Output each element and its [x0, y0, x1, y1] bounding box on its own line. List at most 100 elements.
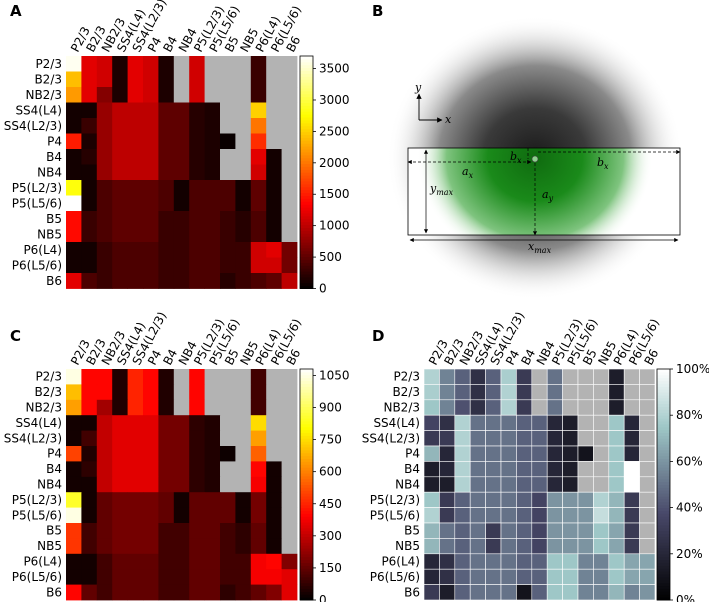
- heatmap-c-colorbar-segment: [300, 562, 313, 566]
- heatmap-c-cell: [204, 523, 221, 539]
- heatmap-c-cell: [204, 446, 221, 462]
- heatmap-c-cell: [158, 384, 175, 401]
- heatmap-c-cell: [158, 538, 175, 555]
- heatmap-a-cell: [281, 226, 298, 243]
- heatmap-a-colorbar-segment: [300, 276, 313, 281]
- heatmap-d-cell: [423, 584, 440, 601]
- heatmap-a-cell: [189, 102, 205, 119]
- heatmap-a-cell: [173, 211, 190, 227]
- heatmap-c-cell: [143, 538, 159, 555]
- heatmap-a-cell: [266, 273, 282, 289]
- heatmap-a-row-label: B2/3: [34, 72, 62, 86]
- heatmap-d-col-label: P4: [503, 348, 522, 368]
- heatmap-c-colorbar-segment: [300, 490, 313, 494]
- heatmap-c-cell: [173, 538, 190, 555]
- heatmap-a-cell: [281, 211, 298, 227]
- heatmap-d-colorbar-segment: [657, 565, 670, 569]
- heatmap-c-cell: [96, 507, 113, 524]
- heatmap-d-cell: [623, 445, 640, 462]
- heatmap-d-cell: [623, 461, 640, 478]
- heatmap-c-row-label: SS4(L2/3): [4, 431, 62, 445]
- heatmap-d-cell: [593, 491, 610, 508]
- heatmap-c-colorbar-segment: [300, 475, 313, 480]
- heatmap-c-cell: [189, 584, 205, 601]
- heatmap-d-cell: [500, 414, 517, 431]
- heatmap-c-cell: [81, 461, 98, 478]
- heatmap-d-cell: [593, 368, 610, 385]
- panel-label-b: B: [372, 2, 383, 20]
- heatmap-a-cell: [143, 71, 159, 88]
- heatmap-c-colorbar-segment: [300, 426, 313, 431]
- heatmap-c-cell: [266, 369, 282, 385]
- heatmap-d-colorbar-segment: [657, 568, 670, 572]
- heatmap-a-cell: [96, 149, 113, 165]
- heatmap-c-colorbar-segment: [300, 527, 313, 532]
- heatmap-d-cell: [623, 399, 640, 416]
- heatmap-a-cell: [173, 195, 190, 212]
- heatmap-c-colorbar: [299, 368, 314, 601]
- heatmap-c-cell: [173, 476, 190, 493]
- heatmap-d-colorbar-segment: [657, 452, 670, 457]
- heatmap-a-colorbar-segment: [300, 253, 313, 258]
- heatmap-c-colorbar-segment: [300, 559, 313, 563]
- heatmap-c-colorbar-segment: [300, 516, 313, 520]
- heatmap-a-cell: [250, 133, 267, 150]
- heatmap-d-cell: [531, 430, 548, 447]
- heatmap-a-cell: [220, 102, 236, 119]
- heatmap-c-colorbar-segment: [300, 496, 313, 500]
- heatmap-c-cell: [173, 492, 190, 508]
- heatmap-c-cell: [158, 584, 175, 601]
- heatmap-c-cell: [250, 553, 267, 570]
- heatmap-a-cell: [250, 180, 267, 196]
- heatmap-d-cell: [500, 538, 517, 555]
- heatmap-a-cell: [266, 56, 282, 72]
- heatmap-a-cell: [189, 149, 205, 165]
- heatmap-a-colorbar-segment: [300, 273, 313, 278]
- heatmap-a-colorbar-segment: [300, 207, 313, 211]
- heatmap-c-colorbar-segment: [300, 418, 313, 422]
- heatmap-a-colorbar-segment: [300, 259, 313, 263]
- heatmap-d-cell: [562, 399, 579, 416]
- heatmap-a-cell: [204, 242, 221, 258]
- heatmap-c-cell: [81, 384, 98, 401]
- heatmap-d-cell: [454, 491, 471, 508]
- heatmap-a-cell: [281, 164, 298, 181]
- heatmap-a-colorbar-segment: [300, 70, 313, 74]
- heatmap-d-row-label: B5: [404, 524, 420, 538]
- heatmap-d-cell: [608, 368, 625, 385]
- heatmap-d-colorbar-tick-label: 20%: [676, 547, 703, 561]
- heatmap-c-colorbar-segment: [300, 472, 313, 477]
- heatmap-d-cell: [516, 476, 533, 493]
- heatmap-a-colorbar-segment: [300, 137, 313, 141]
- heatmap-d-colorbar-segment: [657, 576, 670, 581]
- heatmap-d-cell: [439, 584, 456, 601]
- heatmap-d-cell: [608, 430, 625, 447]
- heatmap-a-cell: [158, 102, 175, 119]
- heatmap-c-cell: [81, 584, 98, 601]
- heatmap-d-cell: [500, 584, 517, 601]
- heatmap-c-colorbar-segment: [300, 533, 313, 537]
- heatmap-c-cell: [96, 523, 113, 539]
- heatmap-d-cell: [423, 491, 440, 508]
- heatmap-a-colorbar-segment: [300, 265, 313, 269]
- heatmap-c-colorbar-segment: [300, 452, 313, 457]
- heatmap-a-cell: [235, 164, 252, 181]
- heatmap-d-row-label: SS4(L4): [373, 416, 420, 430]
- heatmap-a-colorbar-segment: [300, 285, 313, 289]
- heatmap-d-colorbar-segment: [657, 536, 670, 540]
- heatmap-d-cell: [469, 368, 486, 385]
- heatmap-d-cell: [439, 461, 456, 478]
- heatmap-c-cell: [112, 369, 128, 385]
- heatmap-a-colorbar-segment: [300, 87, 313, 92]
- heatmap-c-cell: [250, 538, 267, 555]
- heatmap-c-colorbar-segment: [300, 467, 313, 471]
- heatmap-c-cell: [66, 430, 82, 447]
- heatmap-a-cell: [281, 149, 298, 165]
- heatmap-c-colorbar-tick-label: 600: [319, 465, 342, 479]
- heatmap-c-cell: [266, 461, 282, 478]
- heatmap-d-cell: [469, 461, 486, 478]
- heatmap-c-row-label: B4: [46, 462, 62, 476]
- heatmap-c-cell: [250, 476, 267, 493]
- heatmap-d-cell: [562, 584, 579, 601]
- heatmap-d-cell: [562, 491, 579, 508]
